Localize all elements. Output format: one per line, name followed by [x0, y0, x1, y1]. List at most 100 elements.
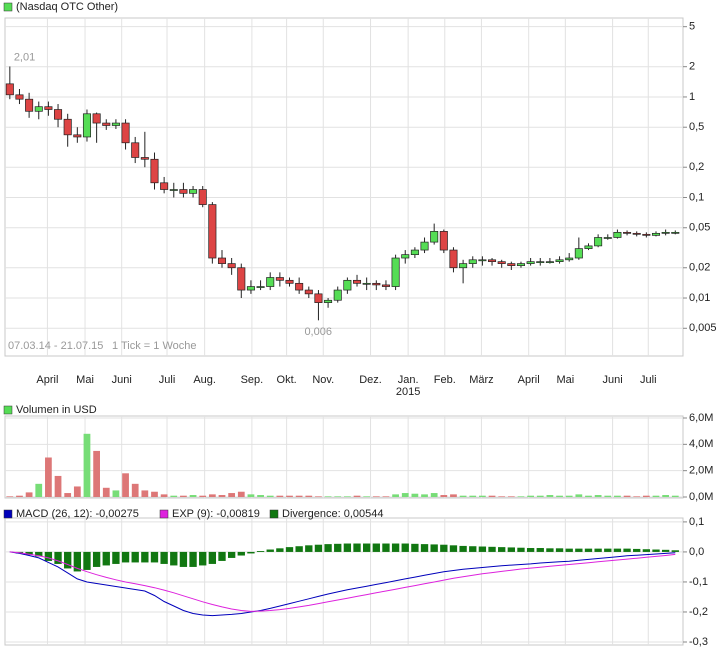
candle-body	[353, 279, 362, 284]
volume-bar	[604, 495, 612, 497]
volume-bar	[372, 496, 380, 497]
volume-bar	[64, 493, 72, 497]
x-tick-label: März	[469, 374, 493, 386]
divergence-bar	[295, 546, 303, 552]
y-tick-label: 0,05	[689, 222, 710, 234]
y-tick-label: 0,2	[689, 161, 704, 173]
candle-body	[594, 237, 603, 247]
volume-bar	[671, 495, 679, 497]
volume-bar	[642, 495, 650, 497]
volume-bar	[382, 496, 390, 497]
volume-bar	[208, 494, 216, 497]
volume-bar	[102, 487, 110, 497]
candle-body	[333, 289, 342, 301]
candle-body	[160, 182, 169, 190]
x-tick-label: Okt.	[277, 374, 297, 386]
volume-bar	[565, 495, 573, 497]
volume-bar	[594, 495, 602, 497]
volume-bar	[35, 483, 43, 497]
candle-body	[430, 231, 439, 243]
divergence-bar	[488, 546, 496, 552]
volume-bar	[353, 495, 361, 497]
y-tick-label: 4,0M	[689, 438, 713, 450]
candle-body	[102, 122, 111, 126]
divergence-bar	[353, 543, 361, 552]
legend-label: MACD (26, 12): -0,00275	[16, 508, 139, 520]
x-tick-label: Dez.	[359, 374, 382, 386]
candle-body	[420, 241, 429, 251]
divergence-bar	[256, 551, 265, 552]
candle-body	[632, 232, 641, 235]
candle-body	[5, 83, 14, 96]
candle-body	[555, 259, 564, 263]
volume-bar	[440, 495, 448, 497]
candle-body	[54, 109, 63, 120]
candle-body	[642, 233, 651, 236]
candle-body	[565, 257, 574, 261]
divergence-bar	[411, 543, 419, 552]
divergence-bar	[546, 548, 554, 552]
candle-body	[304, 289, 313, 295]
candle-body	[227, 263, 236, 269]
volume-bar	[151, 491, 158, 497]
volume-panel	[4, 415, 684, 499]
divergence-bar	[440, 544, 448, 552]
x-tick-label: Juni	[112, 374, 132, 386]
volume-bar	[286, 495, 293, 497]
candle-body	[391, 257, 400, 287]
candle-body	[526, 261, 535, 264]
volume-bar	[266, 495, 274, 497]
divergence-bar	[64, 551, 72, 569]
candle-body	[131, 142, 140, 158]
divergence-bar	[44, 551, 53, 561]
y-tick-label: -0,3	[689, 636, 708, 648]
divergence-bar	[449, 545, 458, 552]
volume-bar	[623, 495, 631, 497]
divergence-bar	[613, 548, 622, 552]
divergence-bar	[575, 548, 583, 552]
candle-body	[314, 293, 323, 303]
volume-bar	[401, 493, 409, 497]
x-tick-label: Juni	[603, 374, 623, 386]
divergence-bar	[218, 551, 226, 561]
x-tick-label: Feb.	[434, 374, 456, 386]
volume-bar	[276, 495, 284, 497]
x-tick-label: April	[36, 374, 58, 386]
candle-body	[459, 263, 468, 269]
divergence-bar	[459, 545, 467, 552]
volume-bar	[430, 493, 438, 497]
legend-swatch	[3, 2, 13, 12]
divergence-bar	[25, 551, 33, 555]
divergence-bar	[401, 543, 409, 552]
volume-bar	[479, 495, 486, 497]
volume-bar	[324, 496, 332, 497]
x-tick-label: Juli	[640, 374, 657, 386]
volume-bar	[527, 495, 534, 497]
volume-bar	[315, 496, 322, 497]
divergence-bar	[227, 551, 236, 558]
volume-bar	[392, 494, 399, 497]
tick-note: 1 Tick = 1 Woche	[112, 340, 196, 352]
divergence-bar	[170, 551, 178, 566]
candle-body	[603, 237, 612, 239]
candle-body	[661, 231, 670, 234]
candle-body	[275, 277, 284, 281]
divergence-bar	[305, 545, 313, 552]
divergence-bar	[469, 546, 477, 552]
candle-body	[545, 261, 554, 264]
volume-bar	[411, 493, 419, 497]
y-tick-label: -0,2	[689, 606, 708, 618]
volume-bar	[469, 495, 477, 497]
volume-bar	[421, 494, 428, 497]
volume-bar	[6, 496, 14, 497]
volume-bar	[459, 495, 467, 497]
candle-body	[574, 248, 583, 259]
candle-body	[111, 122, 120, 126]
y-tick-label: 0,1	[689, 191, 704, 203]
legend-swatch	[3, 405, 13, 415]
volume-bar	[305, 495, 313, 497]
divergence-bar	[324, 544, 332, 552]
volume-bar	[54, 475, 62, 497]
